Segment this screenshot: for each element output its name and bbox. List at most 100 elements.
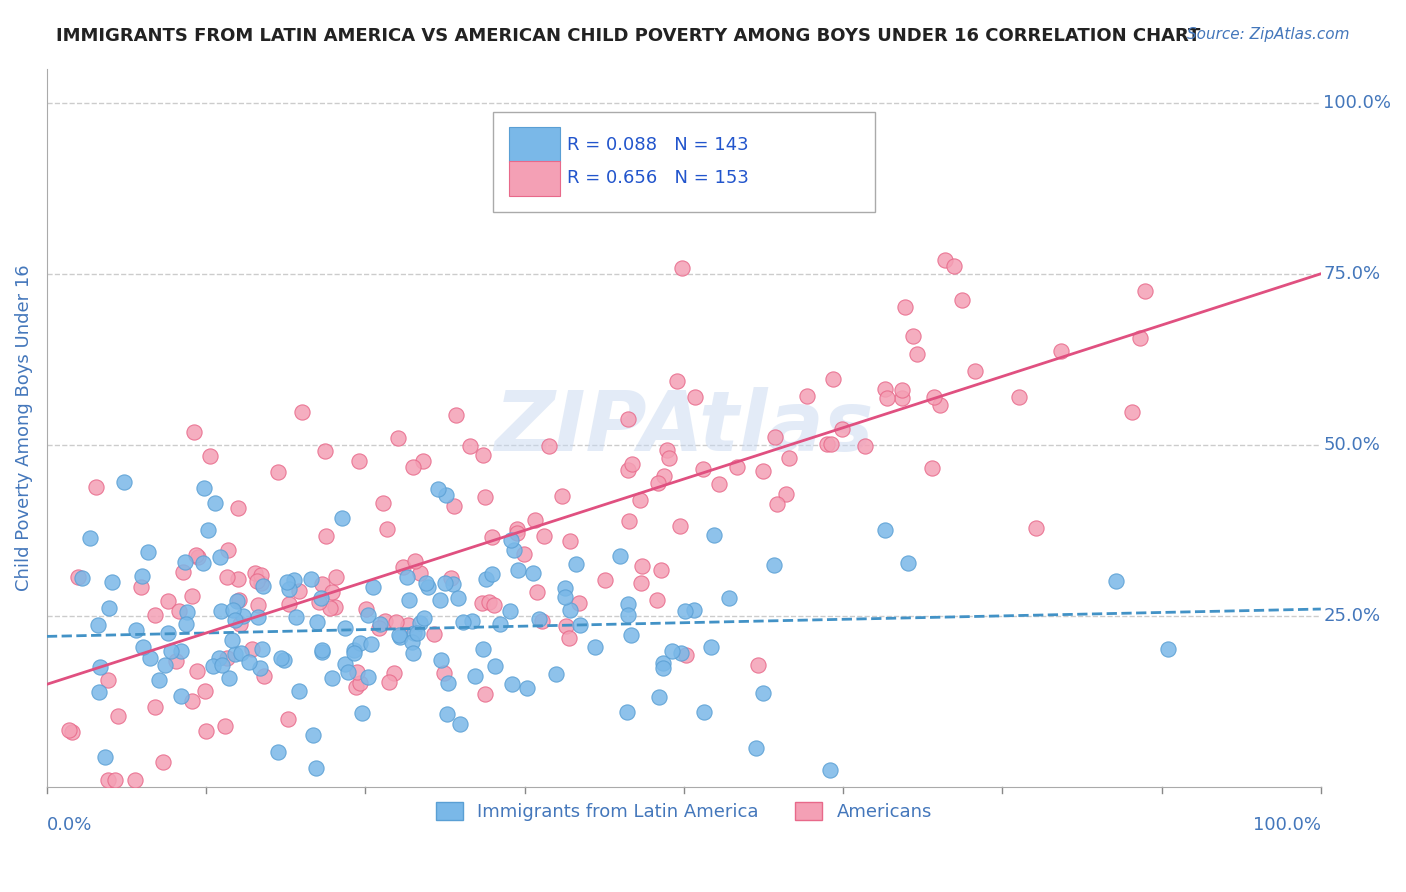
Americans bbox=[506, 522, 529, 536]
Immigrants from Latin America bbox=[330, 511, 353, 525]
Immigrants from Latin America bbox=[238, 656, 260, 670]
Immigrants from Latin America bbox=[357, 607, 380, 622]
Americans bbox=[766, 497, 789, 511]
Immigrants from Latin America bbox=[682, 602, 704, 616]
Americans bbox=[692, 462, 714, 476]
Immigrants from Latin America bbox=[616, 705, 638, 719]
Americans bbox=[647, 475, 669, 490]
Text: ZIPAtlas: ZIPAtlas bbox=[494, 387, 873, 468]
Immigrants from Latin America bbox=[443, 577, 465, 591]
Americans bbox=[815, 436, 838, 450]
Americans bbox=[240, 642, 263, 657]
Americans bbox=[482, 598, 505, 612]
Immigrants from Latin America bbox=[692, 705, 714, 719]
Americans bbox=[66, 569, 89, 583]
Immigrants from Latin America bbox=[170, 689, 193, 703]
Americans bbox=[620, 457, 643, 471]
Immigrants from Latin America bbox=[267, 745, 290, 759]
Immigrants from Latin America bbox=[554, 581, 576, 595]
Americans bbox=[214, 719, 236, 733]
Americans bbox=[318, 600, 340, 615]
Americans bbox=[775, 487, 797, 501]
Immigrants from Latin America bbox=[669, 646, 692, 660]
Immigrants from Latin America bbox=[484, 659, 506, 673]
Americans bbox=[172, 565, 194, 579]
Legend: Immigrants from Latin America, Americans: Immigrants from Latin America, Americans bbox=[429, 795, 939, 828]
Americans bbox=[315, 529, 337, 543]
Immigrants from Latin America bbox=[396, 570, 419, 584]
Americans bbox=[685, 390, 707, 404]
Immigrants from Latin America bbox=[132, 640, 155, 655]
Americans bbox=[1133, 285, 1156, 299]
Text: 25.0%: 25.0% bbox=[1323, 607, 1381, 625]
Immigrants from Latin America bbox=[191, 556, 214, 570]
Immigrants from Latin America bbox=[673, 604, 696, 618]
Immigrants from Latin America bbox=[98, 601, 121, 615]
Americans bbox=[506, 526, 529, 541]
Americans bbox=[752, 464, 775, 478]
Immigrants from Latin America bbox=[436, 707, 458, 722]
Immigrants from Latin America bbox=[818, 763, 841, 777]
Immigrants from Latin America bbox=[429, 593, 451, 607]
Immigrants from Latin America bbox=[430, 653, 453, 667]
Americans bbox=[215, 570, 238, 584]
Immigrants from Latin America bbox=[568, 618, 591, 632]
Americans bbox=[156, 594, 179, 608]
Immigrants from Latin America bbox=[474, 572, 496, 586]
Americans bbox=[84, 480, 107, 494]
Americans bbox=[903, 329, 925, 343]
Americans bbox=[823, 372, 845, 386]
Immigrants from Latin America bbox=[360, 637, 382, 651]
Immigrants from Latin America bbox=[335, 657, 357, 672]
Immigrants from Latin America bbox=[311, 642, 333, 657]
Immigrants from Latin America bbox=[208, 650, 231, 665]
Americans bbox=[747, 657, 769, 672]
Immigrants from Latin America bbox=[70, 571, 93, 585]
Immigrants from Latin America bbox=[222, 603, 245, 617]
Americans bbox=[763, 430, 786, 444]
Immigrants from Latin America bbox=[333, 622, 356, 636]
Americans bbox=[321, 585, 343, 599]
Immigrants from Latin America bbox=[159, 644, 181, 658]
Americans bbox=[184, 548, 207, 562]
Americans bbox=[645, 593, 668, 607]
Americans bbox=[890, 383, 912, 397]
Americans bbox=[374, 614, 396, 628]
Americans bbox=[876, 391, 898, 405]
Immigrants from Latin America bbox=[311, 645, 333, 659]
Americans bbox=[288, 583, 311, 598]
Americans bbox=[617, 515, 640, 529]
Immigrants from Latin America bbox=[131, 568, 153, 582]
Americans bbox=[671, 260, 693, 275]
Americans bbox=[657, 450, 679, 465]
Americans bbox=[1129, 331, 1152, 345]
Americans bbox=[198, 449, 221, 463]
Immigrants from Latin America bbox=[427, 482, 450, 496]
Americans bbox=[143, 700, 166, 714]
Americans bbox=[228, 592, 250, 607]
Americans bbox=[250, 576, 273, 591]
Immigrants from Latin America bbox=[336, 665, 359, 679]
Americans bbox=[311, 577, 333, 591]
Americans bbox=[557, 631, 579, 645]
Americans bbox=[444, 408, 467, 422]
Americans bbox=[371, 495, 394, 509]
Americans bbox=[180, 694, 202, 708]
Immigrants from Latin America bbox=[873, 523, 896, 537]
Americans bbox=[595, 573, 617, 587]
Americans bbox=[652, 468, 675, 483]
Americans bbox=[831, 422, 853, 436]
Immigrants from Latin America bbox=[89, 660, 111, 674]
Immigrants from Latin America bbox=[564, 558, 586, 572]
Americans bbox=[277, 597, 299, 611]
Text: IMMIGRANTS FROM LATIN AMERICA VS AMERICAN CHILD POVERTY AMONG BOYS UNDER 16 CORR: IMMIGRANTS FROM LATIN AMERICA VS AMERICA… bbox=[56, 27, 1201, 45]
Immigrants from Latin America bbox=[752, 686, 775, 700]
Americans bbox=[924, 391, 946, 405]
Americans bbox=[905, 347, 928, 361]
Americans bbox=[402, 459, 425, 474]
Americans bbox=[523, 513, 546, 527]
Immigrants from Latin America bbox=[488, 617, 510, 632]
Americans bbox=[513, 547, 536, 561]
Immigrants from Latin America bbox=[197, 523, 219, 537]
Americans bbox=[325, 570, 347, 584]
